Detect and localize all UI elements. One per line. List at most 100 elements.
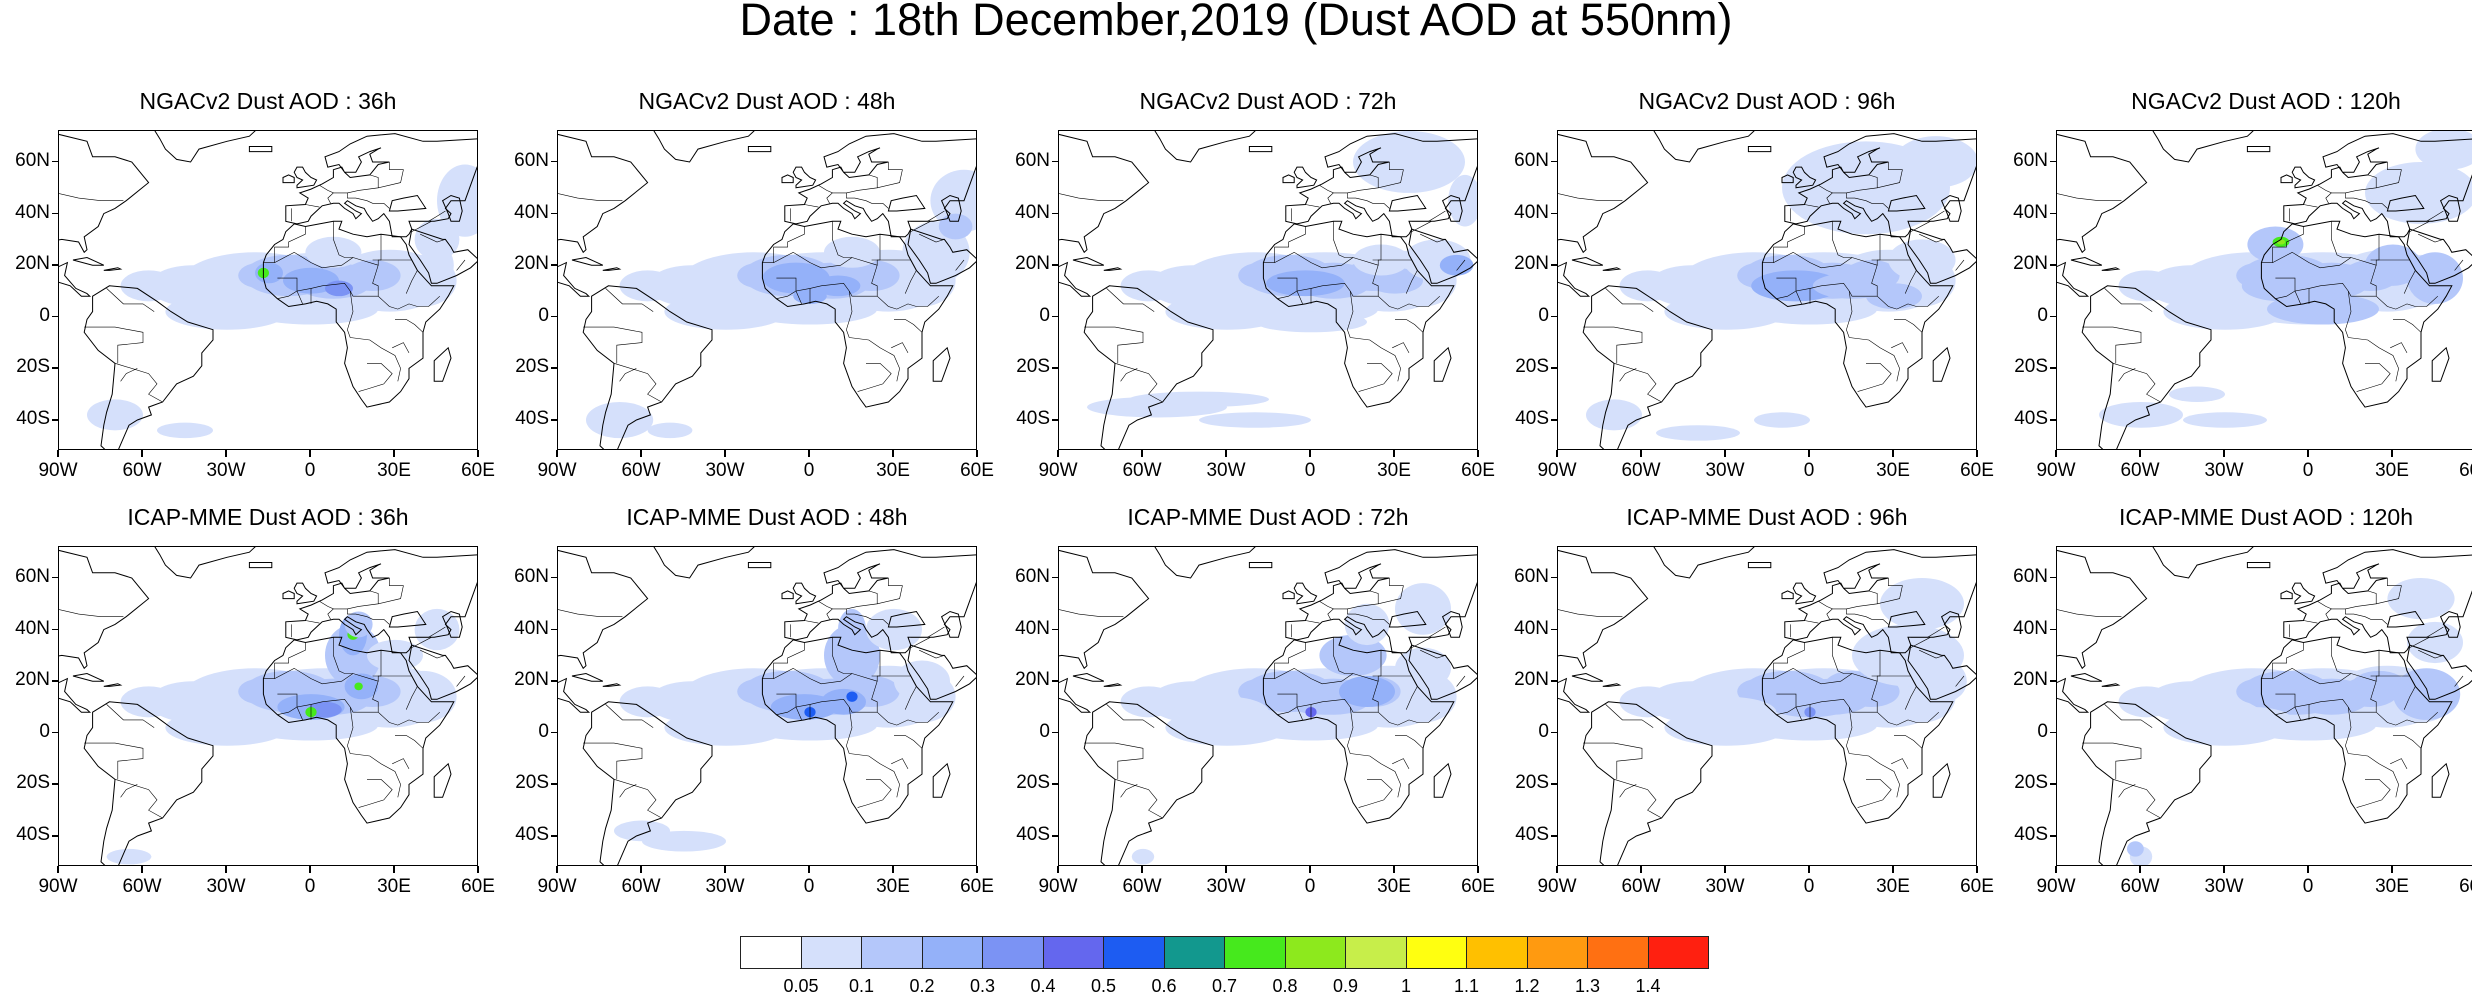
dust-aod-contour bbox=[647, 422, 693, 439]
coastline bbox=[433, 346, 452, 382]
dust-aod-contour bbox=[2387, 577, 2455, 620]
coastline bbox=[932, 762, 951, 798]
country-border bbox=[120, 368, 138, 382]
latitude-tick bbox=[2050, 628, 2056, 631]
colorbar-swatch bbox=[982, 936, 1044, 969]
longitude-tick bbox=[309, 866, 311, 873]
country-border bbox=[1605, 288, 1654, 312]
coastline bbox=[1932, 346, 1951, 382]
coastline bbox=[262, 636, 455, 824]
colorbar-swatch bbox=[1163, 936, 1225, 969]
coastline bbox=[1441, 194, 1463, 222]
country-border bbox=[846, 706, 900, 798]
latitude-tick-label: 0 bbox=[39, 720, 50, 742]
coastline bbox=[1059, 133, 1150, 297]
country-border bbox=[2104, 288, 2153, 312]
country-border bbox=[2294, 706, 2301, 721]
coastline bbox=[2057, 133, 2148, 297]
longitude-tick bbox=[1808, 450, 1810, 457]
map-frame bbox=[58, 546, 478, 866]
country-border bbox=[395, 319, 424, 333]
country-border bbox=[2294, 290, 2301, 305]
country-border bbox=[1456, 259, 1466, 271]
longitude-tick bbox=[1393, 450, 1395, 457]
country-border bbox=[2057, 193, 2122, 201]
longitude-tick-label: 30E bbox=[876, 460, 910, 481]
latitude-tick bbox=[1052, 419, 1058, 421]
longitude-tick bbox=[225, 450, 227, 457]
country-border bbox=[605, 704, 654, 728]
country-border bbox=[1296, 706, 1303, 721]
country-border bbox=[2104, 704, 2153, 728]
latitude-tick bbox=[2050, 835, 2056, 837]
latitude-tick bbox=[2050, 783, 2056, 785]
coastline bbox=[2406, 228, 2472, 284]
dust-aod-contour bbox=[243, 293, 379, 325]
dust-aod-contour bbox=[354, 682, 363, 691]
longitude-tick-label: 30E bbox=[1377, 460, 1411, 481]
map-frame bbox=[1058, 130, 1478, 450]
country-border bbox=[2057, 609, 2122, 617]
country-border bbox=[2418, 649, 2444, 659]
coastline bbox=[792, 582, 817, 605]
country-border bbox=[1411, 626, 1446, 638]
longitude-tick bbox=[1556, 450, 1558, 457]
latitude-tick bbox=[52, 783, 58, 785]
country-border bbox=[1277, 290, 1298, 299]
coastline bbox=[602, 267, 622, 271]
country-border bbox=[1804, 620, 1819, 624]
latitude-tick-label: 20N bbox=[514, 253, 549, 275]
dust-aod-contour bbox=[866, 608, 922, 651]
latitude-tick-label: 60N bbox=[15, 565, 50, 587]
coastline bbox=[72, 256, 105, 266]
coastline bbox=[1940, 610, 1962, 638]
dust-aod-contour bbox=[1199, 412, 1311, 428]
country-border bbox=[1395, 735, 1424, 749]
coastline bbox=[154, 547, 256, 579]
dust-aod-contour bbox=[2099, 401, 2183, 428]
country-border bbox=[1456, 675, 1466, 687]
latitude-tick bbox=[1052, 367, 1058, 369]
latitude-tick bbox=[52, 628, 58, 631]
country-border bbox=[2331, 174, 2377, 194]
longitude-tick-label: 30E bbox=[1876, 460, 1910, 481]
coastline bbox=[1571, 256, 1604, 266]
country-border bbox=[1347, 192, 1390, 209]
longitude-tick bbox=[2223, 866, 2225, 873]
country-border bbox=[1904, 686, 1917, 710]
country-border bbox=[1919, 233, 1945, 243]
colorbar-swatch bbox=[1224, 936, 1286, 969]
country-border bbox=[2112, 779, 2161, 819]
country-border bbox=[832, 590, 878, 610]
country-border bbox=[2275, 265, 2377, 297]
dust-aod-contour bbox=[1395, 583, 1451, 635]
country-border bbox=[1894, 735, 1923, 749]
coastline bbox=[1083, 701, 1214, 865]
coastline bbox=[2280, 174, 2293, 184]
longitude-tick-label: 30W bbox=[206, 460, 246, 481]
country-border bbox=[804, 620, 819, 624]
coastline bbox=[83, 701, 214, 865]
country-border bbox=[846, 290, 900, 382]
map-frame bbox=[2056, 130, 2472, 450]
country-border bbox=[274, 251, 354, 269]
coastline bbox=[1282, 174, 1295, 184]
country-border bbox=[2345, 706, 2399, 798]
country-border bbox=[2376, 162, 2402, 189]
coastline bbox=[2070, 672, 2103, 682]
coastline bbox=[59, 549, 150, 713]
longitude-tick-label: 60E bbox=[1461, 460, 1495, 481]
country-border bbox=[59, 193, 124, 201]
dust-aod-contour bbox=[1185, 696, 1269, 728]
country-border bbox=[1762, 642, 1805, 679]
longitude-tick bbox=[724, 450, 726, 457]
colorbar-label: 1.1 bbox=[1453, 976, 1480, 996]
coastline bbox=[1784, 133, 1976, 238]
coastline bbox=[747, 562, 772, 569]
longitude-tick-label: 0 bbox=[803, 460, 815, 481]
coastline bbox=[1784, 549, 1976, 654]
coastline bbox=[72, 672, 105, 682]
dust-aod-contour bbox=[846, 691, 858, 702]
latitude-tick-label: 40S bbox=[16, 824, 50, 846]
latitude-tick bbox=[1551, 367, 1557, 369]
